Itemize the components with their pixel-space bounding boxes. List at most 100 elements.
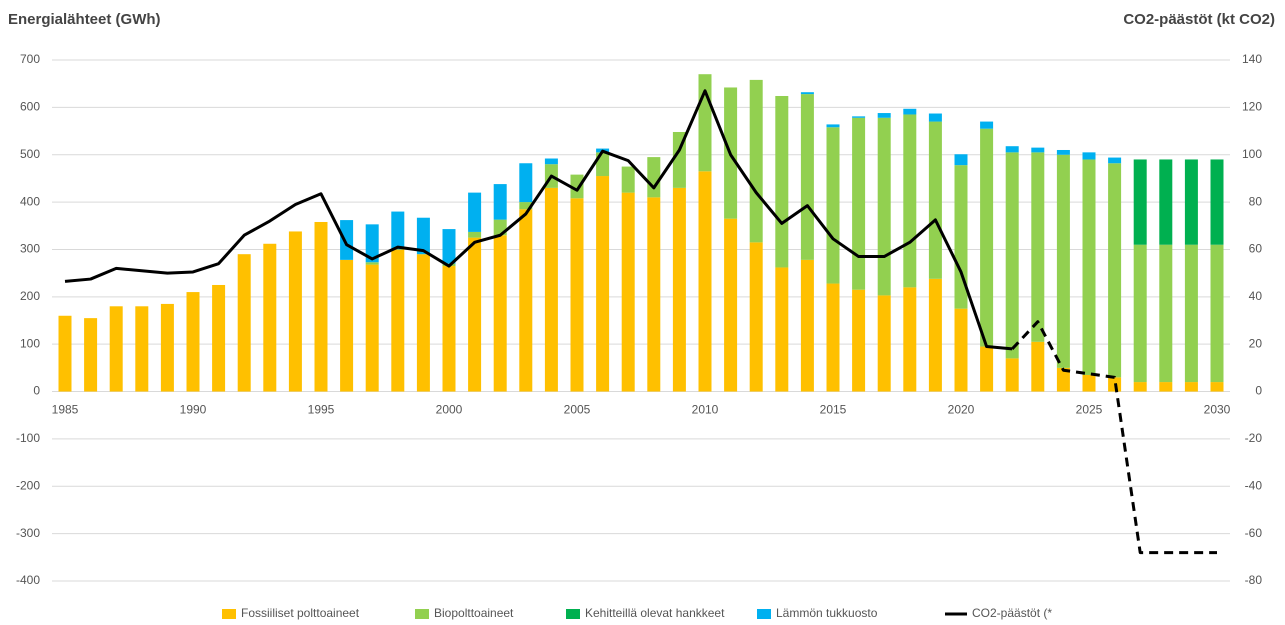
bar-segment: [212, 284, 226, 392]
bar-segment: [877, 117, 891, 296]
bar-segment: [800, 92, 814, 95]
bar-segment: [826, 127, 840, 284]
bar-segment: [698, 74, 712, 172]
legend-label: Kehitteillä olevat hankkeet: [585, 606, 725, 620]
y2-tick-label: -80: [1245, 573, 1263, 587]
bar-segment: [672, 187, 686, 392]
bar-segment: [493, 184, 507, 220]
legend-swatch: [415, 609, 429, 619]
bar-segment: [724, 218, 738, 392]
bar-segment: [1184, 159, 1198, 245]
x-tick-label: 2020: [948, 403, 975, 417]
y2-tick-label: 100: [1242, 147, 1262, 161]
bar-segment: [1082, 374, 1096, 392]
bar-segment: [365, 262, 379, 265]
y-tick-label: 700: [20, 52, 40, 66]
y-tick-label: 300: [20, 242, 40, 256]
legend-swatch: [757, 609, 771, 619]
y-tick-label: 200: [20, 289, 40, 303]
bar-segment: [903, 287, 917, 392]
y2-tick-label: 80: [1249, 194, 1263, 208]
bar-segment: [877, 295, 891, 392]
y-axis-title: Energialähteet (GWh): [8, 11, 161, 28]
bar-segment: [1108, 163, 1122, 378]
x-tick-label: 1990: [180, 403, 207, 417]
bar-segment: [1184, 244, 1198, 383]
x-tick-label: 2015: [820, 403, 847, 417]
bar-segment: [288, 231, 302, 392]
y2-tick-label: 0: [1255, 384, 1262, 398]
y-tick-label: 400: [20, 194, 40, 208]
bar-segment: [1210, 244, 1224, 383]
bar-segment: [954, 165, 968, 309]
bar-segment: [877, 113, 891, 118]
bar-segment: [1056, 154, 1070, 368]
legend-swatch: [566, 609, 580, 619]
bar-segment: [1056, 367, 1070, 392]
y2-tick-label: -20: [1245, 431, 1263, 445]
bar-segment: [442, 229, 456, 264]
bar-segment: [928, 278, 942, 392]
bar-segment: [340, 259, 354, 392]
bar-segment: [954, 308, 968, 392]
co2-line: [64, 89, 1013, 351]
bar-segment: [596, 176, 610, 392]
bar-segment: [852, 116, 866, 118]
y-tick-label: 100: [20, 336, 40, 350]
y2-tick-label: -40: [1245, 478, 1263, 492]
y-tick-label: 500: [20, 147, 40, 161]
legend-label: CO2-päästöt (*: [972, 606, 1052, 620]
bar-segment: [1133, 159, 1147, 245]
bar-segment: [519, 209, 533, 392]
bar-segment: [852, 289, 866, 392]
bar-segment: [1133, 382, 1147, 392]
y-tick-label: -200: [16, 478, 40, 492]
bar-segment: [1082, 159, 1096, 375]
bar-segment: [519, 163, 533, 203]
bar-segment: [826, 124, 840, 128]
legend-label: Fossiiliset polttoaineet: [241, 606, 360, 620]
y-tick-label: -300: [16, 526, 40, 540]
bar-segment: [109, 306, 123, 392]
bar-segment: [954, 154, 968, 166]
y2-tick-label: -60: [1245, 526, 1263, 540]
bar-segment: [58, 315, 72, 392]
bar-segment: [826, 283, 840, 392]
bar-segment: [237, 254, 251, 392]
bar-segment: [1005, 146, 1019, 153]
bar-segment: [1056, 149, 1070, 155]
bar-segment: [928, 113, 942, 122]
y-tick-label: 600: [20, 100, 40, 114]
bar-segment: [980, 121, 994, 129]
bar-segment: [749, 242, 763, 392]
bar-segment: [621, 166, 635, 193]
bar-segment: [365, 264, 379, 392]
bar-segment: [1159, 159, 1173, 245]
bar-segment: [775, 95, 789, 268]
bar-segment: [263, 243, 277, 392]
x-tick-label: 2030: [1204, 403, 1231, 417]
bar-segment: [1031, 152, 1045, 342]
bar-segment: [391, 249, 405, 392]
bar-segment: [570, 198, 584, 392]
bar-segment: [570, 174, 584, 199]
bar-segment: [1210, 382, 1224, 392]
bar-segment: [980, 128, 994, 347]
bar-segment: [980, 346, 994, 392]
bar-segment: [84, 318, 98, 392]
x-tick-label: 2010: [692, 403, 719, 417]
legend-label: Biopolttoaineet: [434, 606, 514, 620]
y2-tick-label: 140: [1242, 52, 1262, 66]
co2-line: [1011, 320, 1217, 555]
y2-tick-label: 120: [1242, 100, 1262, 114]
bar-segment: [314, 221, 328, 392]
bar-segment: [468, 231, 482, 238]
bar-segment: [365, 224, 379, 263]
bar-segment: [903, 108, 917, 115]
bar-segment: [160, 303, 174, 392]
legend-swatch: [222, 609, 236, 619]
bar-segment: [1005, 152, 1019, 359]
y2-tick-label: 60: [1249, 242, 1263, 256]
legend-label: Lämmön tukkuosto: [776, 606, 878, 620]
